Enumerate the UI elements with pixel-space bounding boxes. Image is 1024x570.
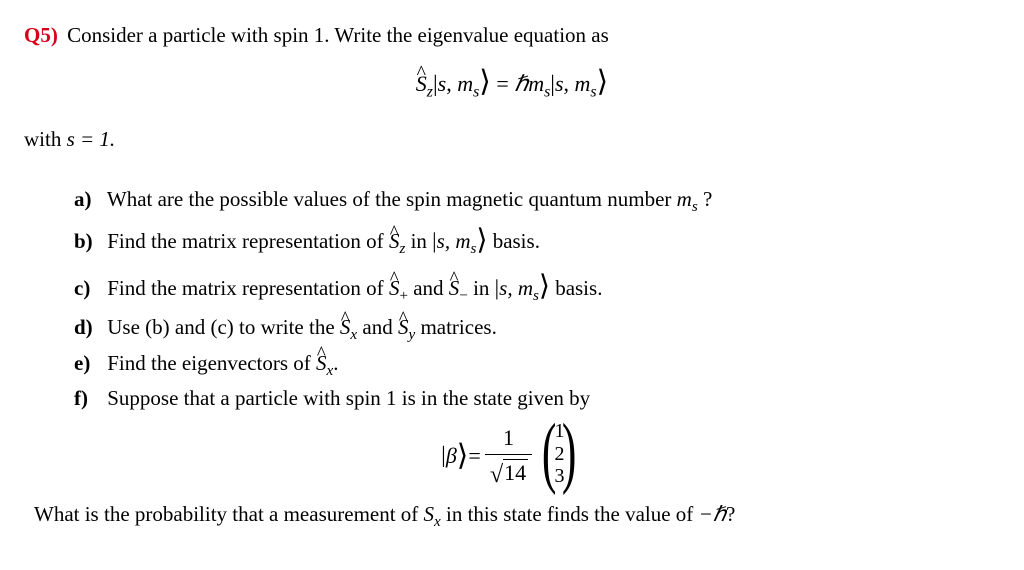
question-header: Q5) Consider a particle with spin 1. Wri…: [24, 20, 1000, 52]
eigenvalue-equation: ^Sz|s, ms⟩ = ℏms|s, ms⟩: [24, 60, 1000, 105]
intro-text: Consider a particle with spin 1. Write t…: [67, 23, 609, 47]
part-a: a) What are the possible values of the s…: [74, 184, 1000, 216]
question-label: Q5): [24, 23, 58, 47]
state-vector-equation: |β⟩ = 1 14 ( 1 2 3 ): [24, 421, 1000, 491]
part-f: f) Suppose that a particle with spin 1 i…: [74, 383, 1000, 415]
part-e: e) Find the eigenvectors of ^Sx.: [74, 348, 1000, 380]
part-b: b) Find the matrix representation of ^Sz…: [74, 219, 1000, 262]
final-question: What is the probability that a measureme…: [24, 499, 1000, 531]
part-c: c) Find the matrix representation of ^S+…: [74, 266, 1000, 309]
part-d: d) Use (b) and (c) to write the ^Sx and …: [74, 312, 1000, 344]
with-line: with s = 1.: [24, 124, 1000, 156]
parts-list: a) What are the possible values of the s…: [24, 184, 1000, 415]
